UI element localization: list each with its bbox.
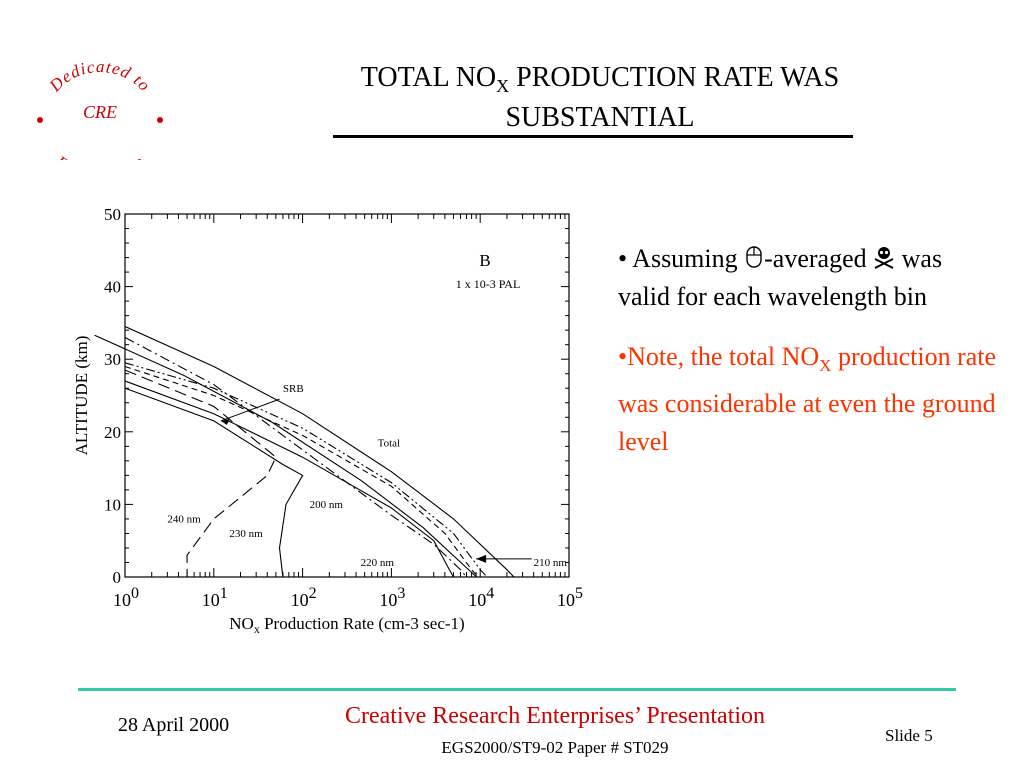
y-axis-label: ALTITUDE (km) (72, 336, 91, 456)
panel-label: B (479, 251, 490, 270)
skull-icon (873, 244, 895, 273)
plot-frame (124, 213, 570, 578)
curve-annotation: SRB (283, 383, 304, 395)
cre-logo: Dedicated to Excellence CRE (37, 60, 163, 160)
curve-annotation: 220 nm (361, 557, 395, 569)
series-240-nm-line (124, 369, 277, 577)
curve-annotation: 240 nm (167, 514, 201, 526)
nox-production-chart: 0 10 20 30 40 50 100 101 102 103 104 105 ALTITUDE (k… (72, 205, 583, 636)
x-tick-label: 101 (202, 585, 228, 610)
bullet-assumption: • Assuming -averaged was valid for each … (618, 244, 943, 311)
footer-divider (78, 688, 956, 691)
x-tick-label: 103 (379, 585, 405, 610)
footer-paper-id: EGS2000/ST9-02 Paper # ST029 (441, 738, 669, 757)
footer-organization: Creative Research Enterprises’ Presentat… (344, 703, 766, 729)
srb-arrow (220, 398, 280, 422)
bullet-list: • Assuming -averaged was valid for each … (618, 240, 998, 483)
footer-center: Creative Research Enterprises’ Presentat… (250, 702, 860, 760)
curve-annotation: 210 nm (534, 557, 568, 569)
y-tick-label: 10 (104, 495, 121, 514)
x-tick-label: 100 (113, 585, 139, 610)
y-tick-label: 30 (104, 350, 121, 369)
logo-top-text: Dedicated to (45, 60, 155, 96)
slide-number: Slide 5 (885, 726, 933, 745)
series-srb-line (124, 336, 467, 578)
y-tick-label: 20 (104, 423, 121, 442)
series-200-nm-line (124, 365, 479, 578)
series-210-nm-line (124, 362, 488, 578)
series-230-nm-line (124, 387, 304, 578)
curve-annotation: Total (378, 437, 400, 449)
logo-bottom-text: Excellence (51, 151, 148, 160)
y-tick-label: 0 (113, 568, 122, 587)
mouse-icon (744, 244, 764, 273)
bullet-note: •Note, the total NOX production rate was… (618, 342, 997, 456)
curve-annotation: 200 nm (310, 499, 344, 511)
total-inner-line (94, 334, 484, 578)
slide-title: TOTAL NOX PRODUCTION RATE WAS SUBSTANTIA… (300, 62, 900, 134)
srb-arrowhead (220, 418, 230, 425)
footer-date: 28 April 2000 (118, 714, 230, 736)
condition-label: 1 x 10-3 PAL (456, 277, 521, 291)
x-axis-label: NOx Production Rate (cm-3 sec-1) (229, 614, 464, 636)
y-tick-label: 50 (104, 205, 121, 224)
nm210-arrowhead (476, 554, 487, 563)
x-tick-label: 102 (291, 585, 317, 610)
series-total-line (124, 325, 515, 578)
x-tick-label: 104 (468, 585, 494, 610)
y-tick-label: 40 (104, 278, 121, 297)
title-underline (333, 135, 853, 138)
logo-center-text: CRE (83, 102, 117, 122)
curve-annotation: 230 nm (229, 528, 263, 540)
x-tick-label: 105 (557, 585, 583, 610)
series-220-nm-line (124, 380, 454, 578)
title-line2: SUBSTANTIAL (505, 102, 695, 133)
